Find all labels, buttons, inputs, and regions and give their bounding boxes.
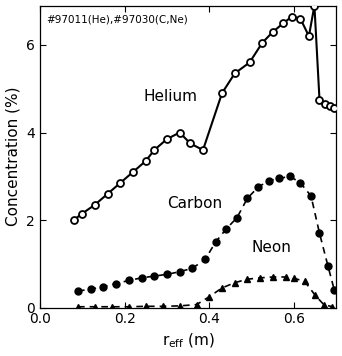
Text: Neon: Neon (252, 240, 292, 255)
Text: #97011(He),#97030(C,Ne): #97011(He),#97030(C,Ne) (46, 15, 187, 25)
Text: Helium: Helium (144, 89, 198, 104)
X-axis label: r$_{\mathregular{eff}}$ (m): r$_{\mathregular{eff}}$ (m) (161, 332, 215, 350)
Text: Carbon: Carbon (167, 196, 222, 211)
Y-axis label: Concentration (%): Concentration (%) (5, 87, 21, 226)
